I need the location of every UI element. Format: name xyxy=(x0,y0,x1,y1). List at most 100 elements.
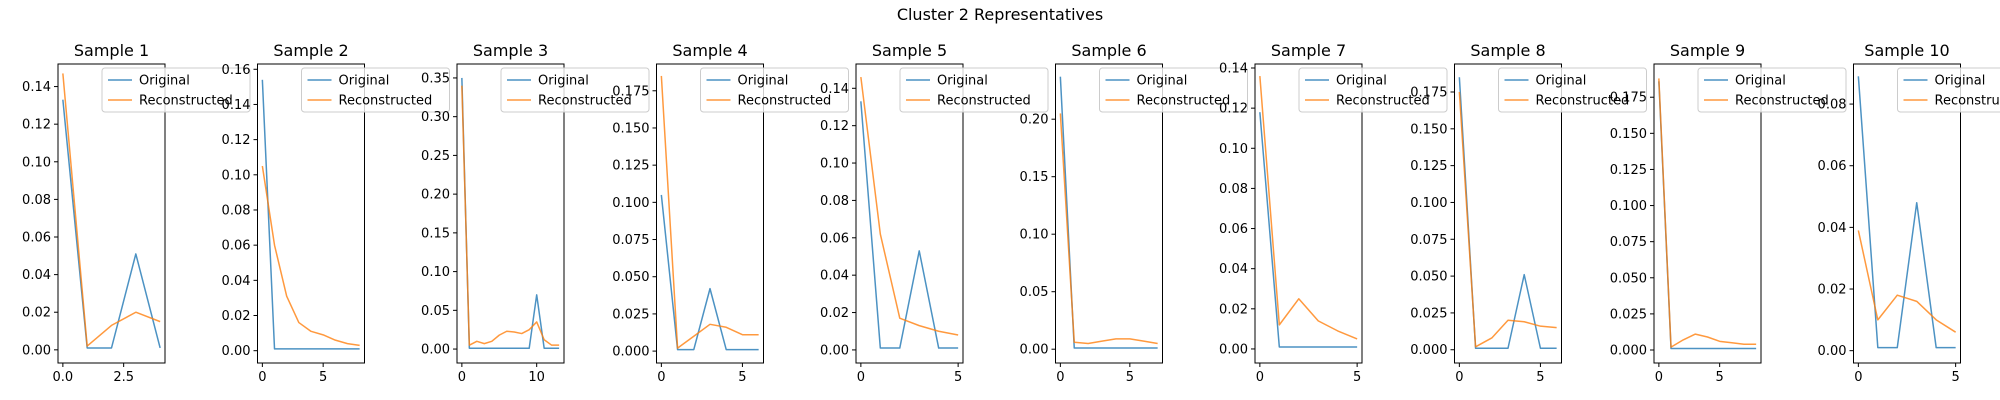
x-tick-label: 0 xyxy=(258,370,266,385)
y-tick-label: 0.125 xyxy=(1610,163,1647,178)
y-tick-label: 0.06 xyxy=(820,231,849,246)
axes-frame xyxy=(855,63,964,364)
axes-frame xyxy=(1055,63,1163,364)
y-tick-label: 0.050 xyxy=(1410,270,1447,285)
series-line-original xyxy=(1458,77,1557,350)
series-line-reconstructed xyxy=(62,73,161,347)
x-tick-label: 0 xyxy=(857,370,865,385)
y-tick-label: 0.000 xyxy=(1410,343,1447,358)
series-line-original xyxy=(1259,112,1358,348)
y-tick-label: 0.16 xyxy=(222,63,251,78)
x-tick-label: 0 xyxy=(1854,370,1862,385)
legend-box xyxy=(301,67,450,113)
y-tick-label: 0.04 xyxy=(1818,221,1847,236)
legend-label-reconstructed: Reconstructed xyxy=(1935,94,2000,109)
y-tick-label: 0.025 xyxy=(1410,306,1447,321)
legend-label-original: Original xyxy=(1536,74,1587,89)
y-tick-label: 0.10 xyxy=(820,157,849,172)
subplot-title: Sample 3 xyxy=(473,41,548,60)
subplot-title: Sample 4 xyxy=(672,41,747,60)
y-tick-label: 0.00 xyxy=(421,343,450,358)
y-tick-label: 0.025 xyxy=(612,307,649,322)
x-tick-label: 5 xyxy=(1951,370,1959,385)
subplot-grid: Sample 1 0.00 0.02 0.04 0.06 0.08 0.10 0.12 0.14… xyxy=(22,41,2000,385)
y-tick-label: 0.12 xyxy=(22,118,51,133)
y-tick-label: 0.04 xyxy=(820,269,849,284)
x-tick-label: 5 xyxy=(1353,370,1361,385)
subplot-6: Sample 6 0.00 0.05 0.10 0.15 0.20 0 5 Original Re… xyxy=(1020,41,1248,385)
subplot-5: Sample 5 0.00 0.02 0.04 0.06 0.08 0.10 0.12 0.14… xyxy=(820,41,1049,385)
y-tick-label: 0.050 xyxy=(612,270,649,285)
y-tick-label: 0.125 xyxy=(1410,159,1447,174)
y-tick-label: 0.10 xyxy=(1219,142,1248,157)
x-tick-label: 0 xyxy=(458,370,466,385)
figure-title: Cluster 2 Representatives xyxy=(897,5,1103,24)
legend-label-reconstructed: Reconstructed xyxy=(339,94,433,109)
y-tick-label: 0.08 xyxy=(222,203,251,218)
x-tick-label: 0 xyxy=(1256,370,1264,385)
legend-label-original: Original xyxy=(1735,74,1786,89)
x-tick-label: 2.5 xyxy=(113,370,134,385)
subplot-9: Sample 90.0000.0250.0500.0750.1000.1250.… xyxy=(1610,41,1847,385)
y-tick-label: 0.14 xyxy=(820,82,849,97)
y-tick-label: 0.10 xyxy=(222,168,251,183)
legend-label-reconstructed: Reconstructed xyxy=(937,94,1031,109)
x-tick-label: 5 xyxy=(1536,370,1544,385)
y-tick-label: 0.100 xyxy=(1410,196,1447,211)
y-tick-label: 0.100 xyxy=(1610,199,1647,214)
legend-label-reconstructed: Reconstructed xyxy=(1536,94,1630,109)
x-tick-label: 5 xyxy=(1716,370,1724,385)
y-tick-label: 0.175 xyxy=(1410,85,1447,100)
y-tick-label: 0.075 xyxy=(1610,235,1647,250)
subplot-10: Sample 10 0.00 0.02 0.04 0.06 0.08 0 5 Original R… xyxy=(1818,41,2000,385)
legend-box xyxy=(500,67,650,113)
legend-box xyxy=(1697,67,1847,113)
y-tick-label: 0.06 xyxy=(222,239,251,254)
series-line-reconstructed xyxy=(1857,230,1957,333)
subplot-3: Sample 3 0.00 0.05 0.10 0.15 0.20 0.25 0.30 0.35… xyxy=(421,41,650,385)
legend-label-original: Original xyxy=(738,74,789,89)
legend-label-original: Original xyxy=(1336,74,1387,89)
legend: Original Reconstructed xyxy=(1099,67,1248,113)
y-tick-label: 0.00 xyxy=(222,344,251,359)
subplot-title: Sample 8 xyxy=(1470,41,1545,60)
x-tick-label: 0 xyxy=(1056,370,1064,385)
subplot-title: Sample 7 xyxy=(1271,41,1346,60)
y-tick-label: 0.02 xyxy=(820,306,849,321)
series-line-reconstructed xyxy=(860,76,959,336)
legend: Original Reconstructed xyxy=(101,67,251,113)
y-tick-label: 0.175 xyxy=(1610,91,1647,106)
subplot-title: Sample 6 xyxy=(1071,41,1146,60)
subplot-title: Sample 1 xyxy=(74,41,149,60)
legend-label-reconstructed: Reconstructed xyxy=(139,94,233,109)
y-tick-label: 0.06 xyxy=(22,231,51,246)
y-tick-label: 0.12 xyxy=(820,119,849,134)
series-line-original xyxy=(1658,81,1757,350)
y-tick-label: 0.075 xyxy=(612,233,649,248)
y-tick-label: 0.04 xyxy=(22,268,51,283)
legend-label-original: Original xyxy=(339,74,390,89)
subplot-title: Sample 9 xyxy=(1670,41,1745,60)
subplot-8: Sample 8 0.000 0.025 0.050 0.075 0.100 0.125 0.… xyxy=(1410,41,1647,385)
y-tick-label: 0.20 xyxy=(1020,113,1049,128)
subplot-title: Sample 10 xyxy=(1864,41,1949,60)
subplot-title: Sample 5 xyxy=(872,41,947,60)
y-tick-label: 0.02 xyxy=(1818,283,1847,298)
legend: Original Reconstructed xyxy=(899,67,1049,113)
y-tick-label: 0.00 xyxy=(22,343,51,358)
y-tick-label: 0.175 xyxy=(612,84,649,99)
legend: Original Reconstructed xyxy=(301,67,450,113)
series-line-original xyxy=(860,101,959,349)
y-tick-label: 0.25 xyxy=(421,149,450,164)
x-tick-label: 5 xyxy=(1126,370,1134,385)
axes-frame xyxy=(1254,63,1363,364)
series-line-reconstructed xyxy=(1658,78,1757,348)
y-tick-label: 0.08 xyxy=(820,194,849,209)
legend-label-reconstructed: Reconstructed xyxy=(1735,94,1829,109)
axes-frame xyxy=(1853,63,1961,364)
legend-box xyxy=(101,67,251,113)
legend-label-original: Original xyxy=(139,74,190,89)
legend: Original Reconstructed xyxy=(1498,67,1647,113)
